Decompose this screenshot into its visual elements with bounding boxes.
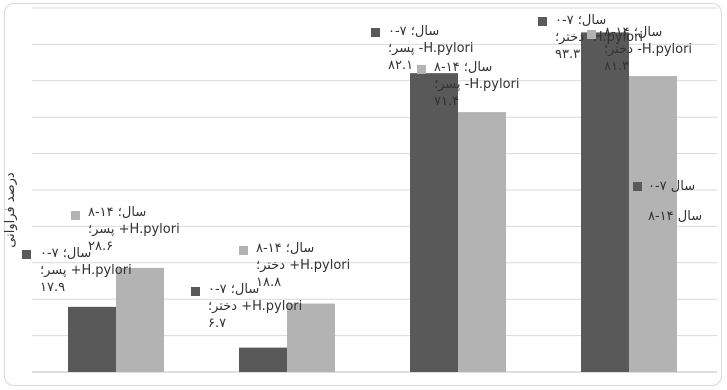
legend-label: ۸-۱۴ سال <box>648 209 702 224</box>
data-label: ۰-۷ سال؛ پسر؛ +H.pylori ۱۷.۹ <box>40 246 132 295</box>
y-axis-title: درصد فراوانی <box>3 172 18 248</box>
data-label-marker <box>587 30 596 39</box>
legend-marker <box>633 212 642 221</box>
data-label-marker <box>191 287 200 296</box>
data-label: ۸-۱۴ سال؛ پسر؛ -H.pylori ۷۱.۴ <box>434 60 520 109</box>
data-label-marker <box>239 246 248 255</box>
legend-marker <box>633 182 642 191</box>
data-label: ۰-۷ سال؛ دختر؛ +H.pylori ۶.۷ <box>208 282 302 331</box>
bar <box>410 73 458 372</box>
data-label: ۸-۱۴ سال؛ دختر؛ +H.pylori ۱۸.۸ <box>256 241 350 290</box>
legend-label: ۰-۷ سال <box>648 179 695 194</box>
data-label-marker <box>538 17 547 26</box>
data-label-marker <box>22 250 31 259</box>
bar <box>581 32 629 372</box>
bar <box>458 112 506 372</box>
bar <box>68 306 116 372</box>
data-label-marker <box>371 28 380 37</box>
bar <box>116 267 164 372</box>
data-label-marker <box>71 211 80 220</box>
data-label: ۸-۱۴ سال؛ دختر؛ -H.pylori ۸۱.۳ <box>604 25 692 74</box>
data-label: ۰-۷ سال؛ دختر؛ -H.pylori ۹۳.۳ <box>555 13 643 62</box>
bar <box>239 347 287 372</box>
data-label-marker <box>417 65 426 74</box>
data-label: ۸-۱۴ سال؛ پسر؛ +H.pylori ۲۸.۶ <box>88 205 180 254</box>
data-label: ۰-۷ سال؛ پسر؛ -H.pylori ۸۲.۱ <box>388 24 474 73</box>
bar <box>287 303 335 372</box>
chart-frame <box>4 3 722 386</box>
bar <box>629 76 677 373</box>
